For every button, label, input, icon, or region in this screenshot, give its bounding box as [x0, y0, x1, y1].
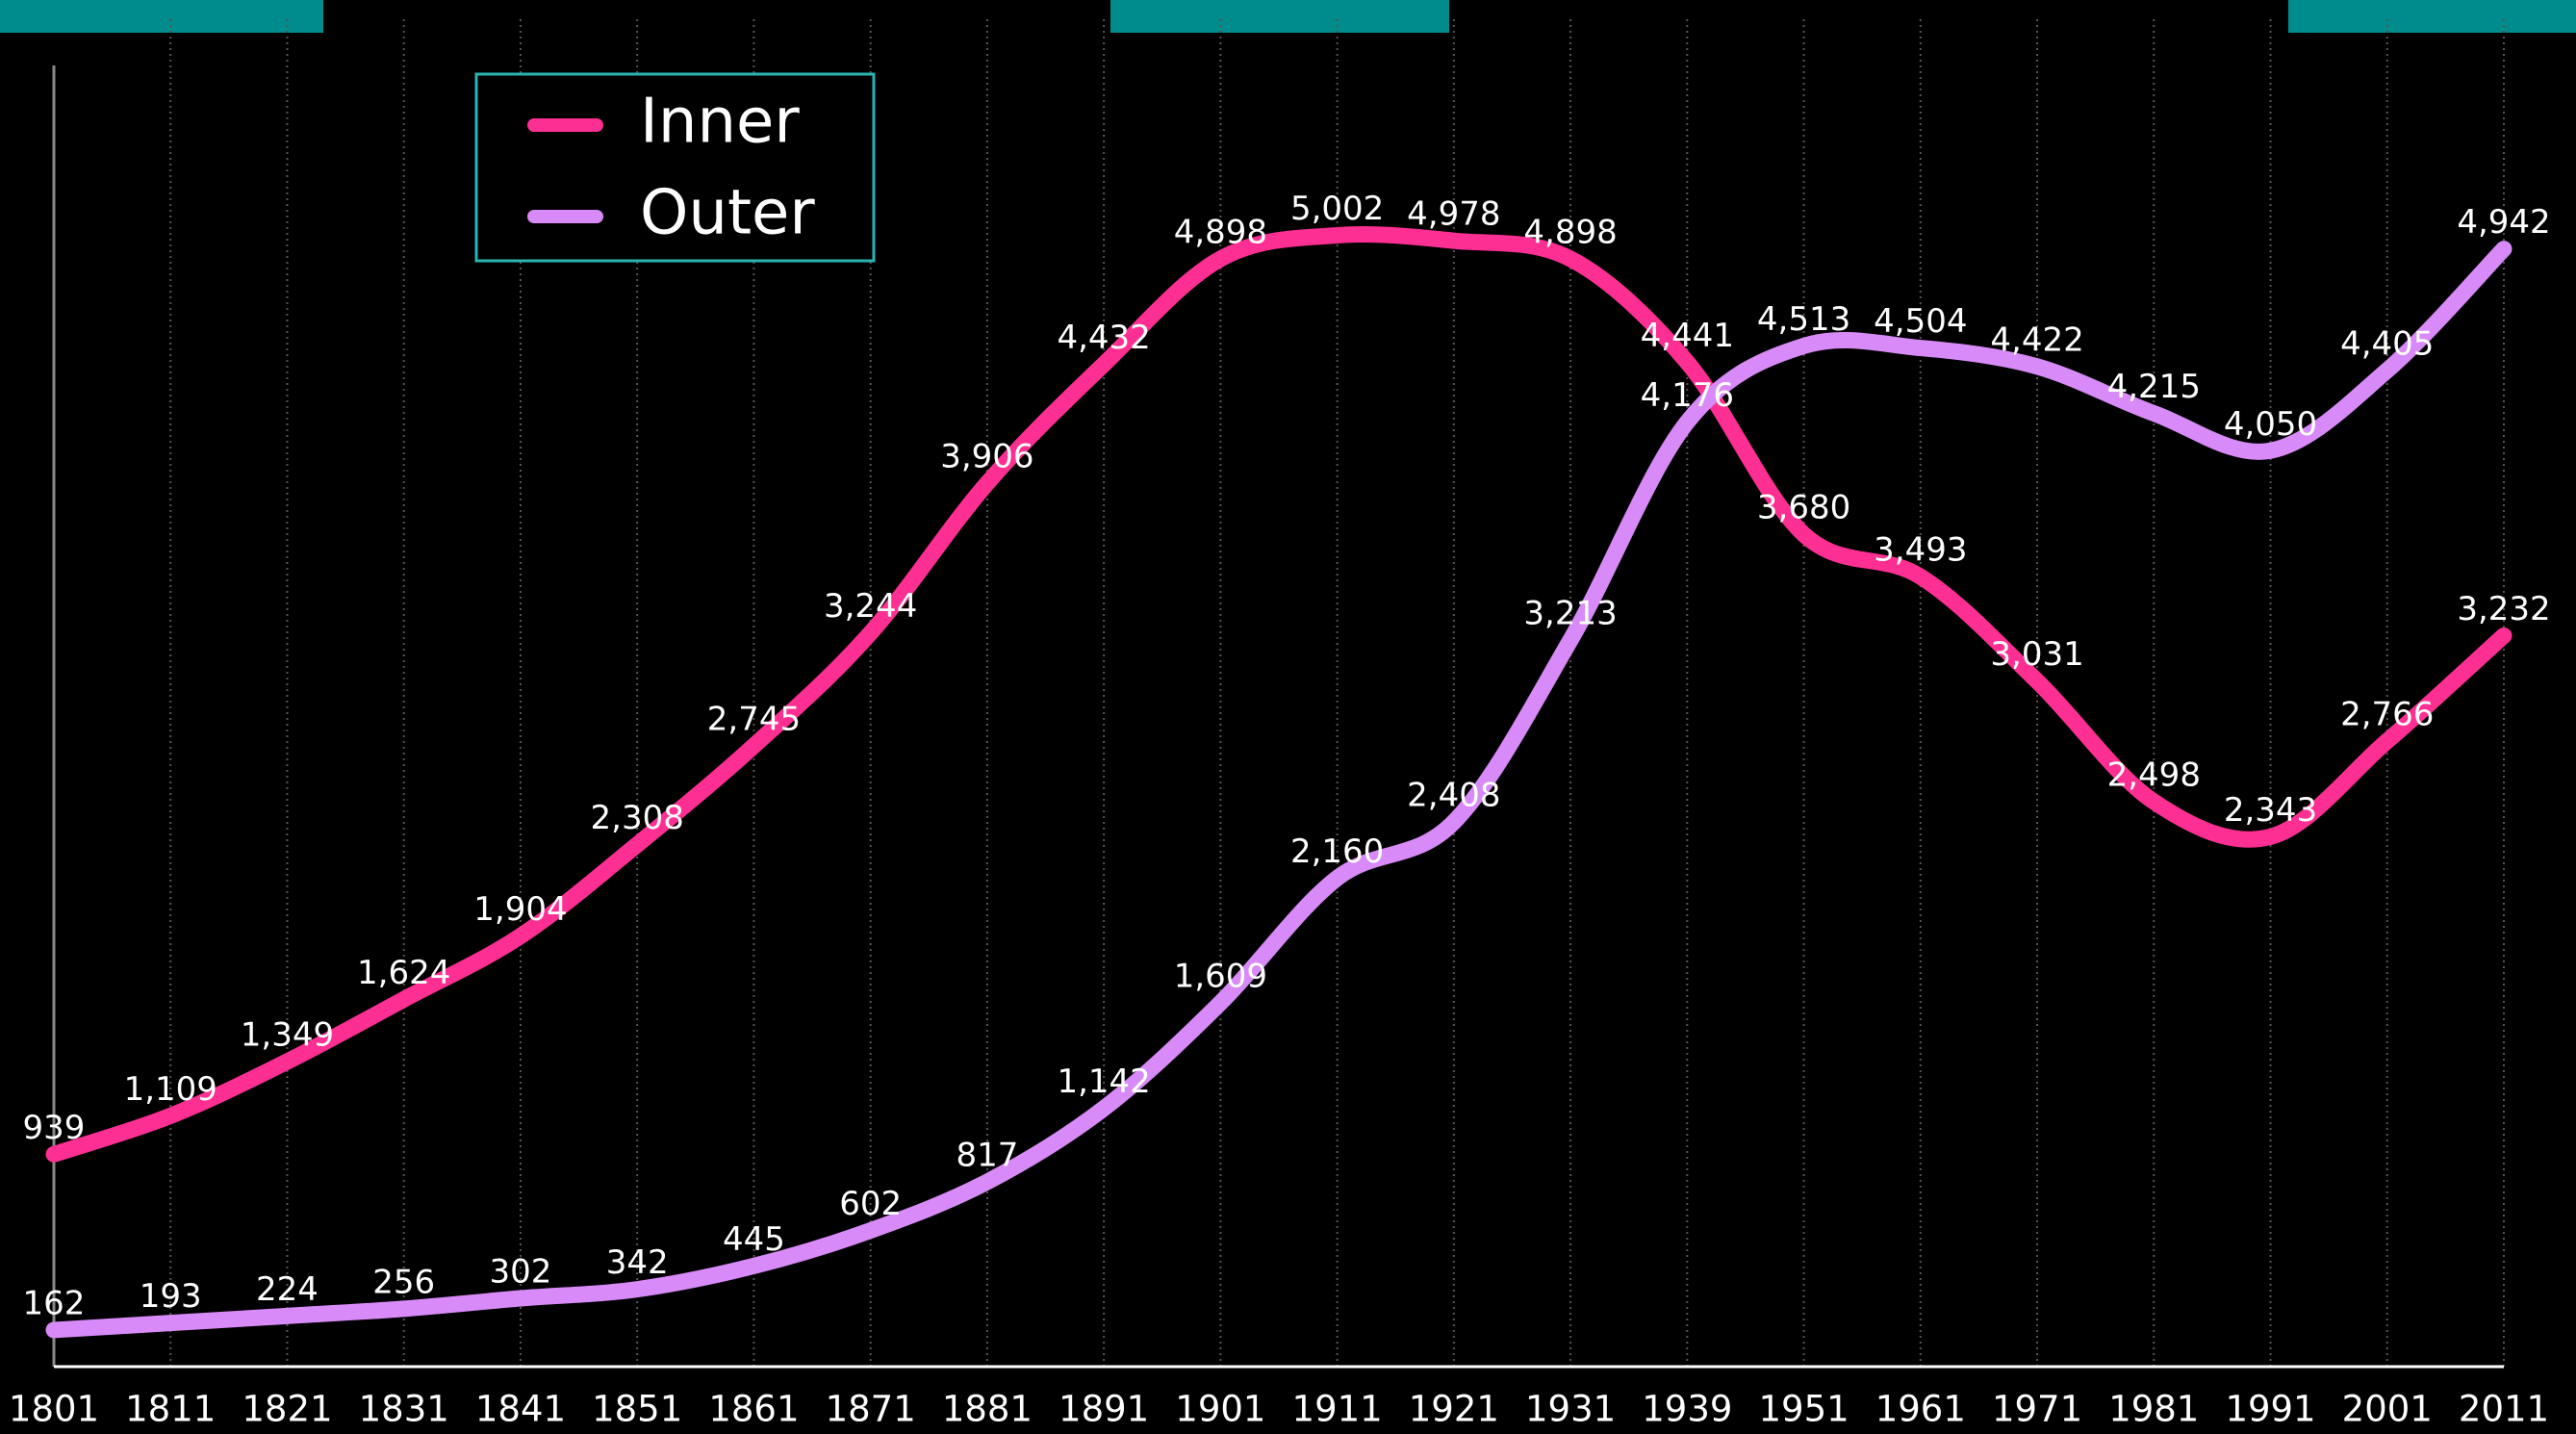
data-label: 256: [372, 1263, 435, 1301]
data-label: 4,942: [2457, 203, 2550, 242]
x-tick-label: 1871: [826, 1389, 916, 1430]
data-label: 4,504: [1874, 302, 1967, 341]
x-tick-label: 1921: [1409, 1389, 1499, 1430]
x-tick-label: 1891: [1058, 1389, 1149, 1430]
x-tick-label: 1971: [1992, 1389, 2082, 1430]
data-label: 4,513: [1757, 300, 1850, 339]
data-label: 4,215: [2107, 368, 2201, 406]
series-line: [45, 226, 2512, 1163]
x-tick-label: 1951: [1758, 1389, 1849, 1430]
data-label: 4,422: [1990, 320, 2083, 359]
x-tick-label: 1831: [359, 1389, 449, 1430]
x-tick-label: 1901: [1175, 1389, 1265, 1430]
data-label: 4,050: [2224, 405, 2317, 444]
data-label: 4,978: [1407, 195, 1500, 234]
legend-box: [474, 72, 876, 263]
tab: [1110, 0, 1449, 33]
x-tick-label: 1939: [1642, 1389, 1732, 1430]
x-tick-label: 1851: [592, 1389, 682, 1430]
data-label: 2,498: [2107, 755, 2201, 794]
data-label: 3,232: [2457, 590, 2550, 628]
x-tick-label: 2011: [2459, 1389, 2549, 1430]
tab: [0, 0, 323, 33]
data-label: 1,109: [124, 1070, 217, 1109]
data-label: 1,142: [1057, 1063, 1150, 1101]
data-label: 2,745: [707, 700, 801, 738]
x-tick-label: 1841: [475, 1389, 566, 1430]
x-tick-label: 1911: [1292, 1389, 1383, 1430]
data-label: 3,031: [1990, 635, 2083, 674]
data-label: 3,213: [1523, 594, 1617, 632]
data-label: 3,680: [1757, 489, 1850, 527]
data-label: 224: [256, 1270, 319, 1309]
x-tick-label: 1881: [942, 1389, 1033, 1430]
data-label: 3,244: [824, 587, 917, 626]
x-tick-label: 1811: [125, 1389, 216, 1430]
data-label: 602: [839, 1185, 902, 1223]
data-label: 3,493: [1874, 531, 1967, 570]
x-tick-label: 2001: [2342, 1389, 2433, 1430]
data-label: 2,766: [2340, 695, 2434, 733]
x-tick-label: 1961: [1875, 1389, 1966, 1430]
data-label: 817: [956, 1137, 1018, 1175]
data-label: 162: [23, 1284, 86, 1322]
x-tick-label: 1991: [2225, 1389, 2315, 1430]
data-label: 4,441: [1641, 317, 1734, 355]
tab: [2288, 0, 2576, 33]
data-label: 4,432: [1057, 319, 1150, 357]
data-label: 2,343: [2224, 791, 2317, 830]
data-label: 4,898: [1523, 213, 1617, 251]
data-label: 1,904: [473, 890, 567, 929]
x-tick-label: 1821: [242, 1389, 332, 1430]
data-label: 2,408: [1407, 777, 1500, 815]
x-tick-label: 1931: [1525, 1389, 1616, 1430]
data-label: 5,002: [1290, 190, 1384, 228]
data-label: 4,405: [2340, 324, 2434, 363]
data-label: 342: [606, 1243, 669, 1282]
data-label: 939: [23, 1109, 86, 1147]
data-label: 1,609: [1174, 957, 1267, 995]
data-label: 302: [489, 1253, 551, 1292]
data-label: 4,176: [1641, 376, 1734, 415]
data-label: 3,906: [940, 438, 1033, 476]
x-tick-label: 1861: [708, 1389, 799, 1430]
data-label: 2,160: [1290, 832, 1384, 871]
data-label: 193: [140, 1277, 202, 1316]
data-label: 2,308: [591, 799, 684, 837]
data-label: 4,898: [1174, 213, 1267, 251]
x-tick-label: 1801: [9, 1389, 99, 1430]
data-label: 445: [723, 1220, 785, 1259]
legend-label: Outer: [640, 178, 815, 249]
data-label: 1,349: [241, 1015, 334, 1054]
data-label: 1,624: [357, 954, 450, 992]
series-line: [45, 241, 2512, 1339]
x-tick-label: 1981: [2108, 1389, 2199, 1430]
legend-label: Inner: [640, 87, 800, 158]
